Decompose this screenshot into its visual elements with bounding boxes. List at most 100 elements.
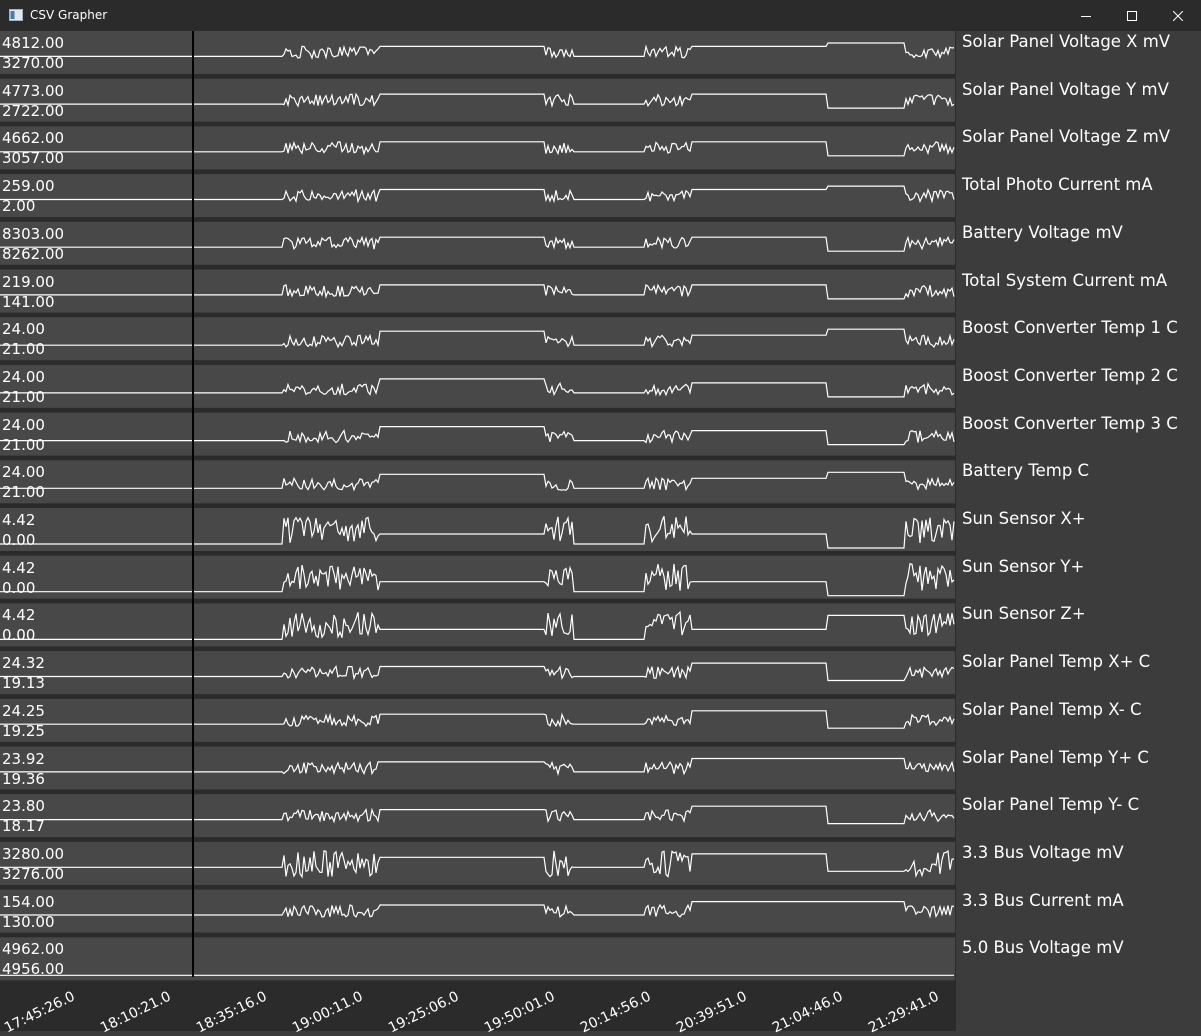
series-line xyxy=(0,328,955,349)
series-name-label: Solar Panel Temp Y- C xyxy=(962,795,1140,815)
series-row xyxy=(0,412,955,456)
series-max-value: 4.42 xyxy=(2,606,36,625)
series-line xyxy=(0,185,955,204)
series-row xyxy=(0,78,955,122)
series-plot-bg xyxy=(0,651,955,695)
title-bar[interactable]: CSV Grapher xyxy=(0,0,1201,31)
series-line xyxy=(0,471,955,492)
series-plot-bg xyxy=(0,460,955,504)
series-row xyxy=(0,269,955,313)
chart-window-icon xyxy=(9,9,23,21)
minimize-button[interactable] xyxy=(1063,0,1109,31)
series-min-value: 130.00 xyxy=(2,912,55,931)
series-line xyxy=(0,283,955,300)
series-min-value: 19.13 xyxy=(2,674,45,693)
series-max-value: 4812.00 xyxy=(2,34,65,52)
maximize-button[interactable] xyxy=(1109,0,1155,31)
series-name-label: Boost Converter Temp 2 C xyxy=(962,365,1178,385)
series-name-label: Solar Panel Temp X- C xyxy=(962,699,1142,719)
series-row xyxy=(0,841,955,885)
series-min-value: 3057.00 xyxy=(2,149,65,168)
series-line xyxy=(0,515,955,549)
series-min-value: 21.00 xyxy=(2,435,45,454)
series-name-label: Battery Temp C xyxy=(962,461,1090,481)
series-line xyxy=(0,92,955,109)
series-min-value: 0.00 xyxy=(2,578,36,597)
series-max-value: 3280.00 xyxy=(2,844,65,863)
series-max-value: 259.00 xyxy=(2,177,55,196)
series-name-label: Boost Converter Temp 3 C xyxy=(962,413,1178,433)
series-plot-bg xyxy=(0,889,955,933)
series-name-label: Total Photo Current mA xyxy=(962,175,1153,195)
series-name-label: Battery Voltage mV xyxy=(962,222,1123,242)
series-plot-bg xyxy=(0,31,955,74)
series-max-value: 219.00 xyxy=(2,272,55,291)
series-min-value: 8262.00 xyxy=(2,244,65,263)
series-max-value: 23.92 xyxy=(2,749,45,768)
series-line xyxy=(0,662,955,682)
series-name-label: Total System Current mA xyxy=(962,270,1168,290)
series-min-value: 21.00 xyxy=(2,387,45,406)
series-min-value: 18.17 xyxy=(2,817,45,836)
series-max-value: 24.25 xyxy=(2,701,45,720)
series-name-label: Boost Converter Temp 1 C xyxy=(962,318,1178,338)
series-line xyxy=(0,563,955,597)
series-row xyxy=(0,794,955,838)
series-min-value: 19.25 xyxy=(2,721,45,740)
series-min-value: 2722.00 xyxy=(2,101,65,120)
series-max-value: 4773.00 xyxy=(2,81,65,100)
series-row xyxy=(0,126,955,170)
series-max-value: 24.00 xyxy=(2,320,45,339)
series-line xyxy=(0,235,955,252)
close-button[interactable] xyxy=(1155,0,1201,31)
series-max-value: 24.00 xyxy=(2,367,45,386)
series-name-label: Solar Panel Temp X+ C xyxy=(962,652,1151,672)
series-row xyxy=(0,364,955,408)
series-max-value: 24.00 xyxy=(2,415,45,434)
series-min-value: 3276.00 xyxy=(2,864,65,883)
series-row xyxy=(0,31,955,74)
series-plot-bg xyxy=(0,269,955,313)
series-name-label: Solar Panel Temp Y+ C xyxy=(962,747,1149,767)
series-row xyxy=(0,555,955,599)
minimize-icon xyxy=(1081,15,1091,17)
series-plot-bg xyxy=(0,317,955,361)
series-max-value: 4.42 xyxy=(2,558,36,577)
series-line xyxy=(0,42,955,60)
series-plot-bg xyxy=(0,841,955,885)
series-min-value: 21.00 xyxy=(2,340,45,359)
series-row xyxy=(0,698,955,742)
series-min-value: 4956.00 xyxy=(2,960,65,979)
series-min-value: 141.00 xyxy=(2,292,55,311)
chart-panel[interactable] xyxy=(0,31,956,1031)
series-max-value: 24.32 xyxy=(2,654,45,673)
series-name-label: 3.3 Bus Voltage mV xyxy=(962,842,1124,862)
series-max-value: 24.00 xyxy=(2,463,45,482)
series-name-label: Solar Panel Voltage Y mV xyxy=(962,79,1169,99)
series-plot-bg xyxy=(0,78,955,122)
series-name-label: 3.3 Bus Current mA xyxy=(962,890,1124,910)
series-row xyxy=(0,651,955,695)
series-min-value: 0.00 xyxy=(2,626,36,645)
series-plot-bg xyxy=(0,126,955,170)
series-line xyxy=(0,849,955,879)
series-row xyxy=(0,937,955,981)
series-name-label: Sun Sensor Y+ xyxy=(962,556,1085,576)
series-row xyxy=(0,603,955,647)
series-name-label: Solar Panel Voltage Z mV xyxy=(962,127,1171,147)
series-plot-bg xyxy=(0,698,955,742)
series-max-value: 4.42 xyxy=(2,511,36,529)
plot-canvas[interactable] xyxy=(0,31,956,1031)
series-name-label: 5.0 Bus Voltage mV xyxy=(962,938,1124,958)
series-max-value: 154.00 xyxy=(2,892,55,911)
series-plot-bg xyxy=(0,364,955,408)
series-min-value: 19.36 xyxy=(2,769,45,788)
window-title: CSV Grapher xyxy=(30,8,108,22)
series-line xyxy=(0,140,955,157)
series-row xyxy=(0,317,955,361)
series-line xyxy=(0,757,955,777)
series-max-value: 8303.00 xyxy=(2,224,65,243)
series-name-label: Solar Panel Voltage X mV xyxy=(962,32,1171,51)
series-min-value: 21.00 xyxy=(2,483,45,502)
series-name-label: Sun Sensor Z+ xyxy=(962,604,1086,624)
